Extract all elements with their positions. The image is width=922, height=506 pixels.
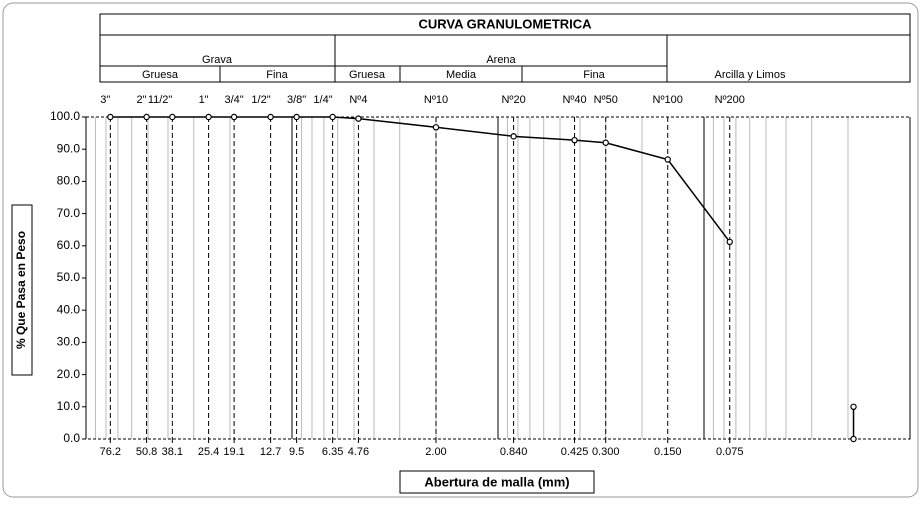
point [107,113,114,121]
sieve-label: 1/4" [313,94,332,106]
point [355,115,362,122]
xlabel-box [399,470,595,494]
x-tick-label: 12.7 [260,446,281,458]
zone-label: Grava [202,54,233,66]
zone-table [99,13,911,83]
point [571,136,578,144]
title: CURVA GRANULOMETRICA [418,16,592,31]
point [293,113,300,121]
y-tick-label: 100.0 [50,109,80,123]
y-tick-label: 30.0 [57,335,81,349]
x-tick-label: 38.1 [162,446,183,458]
sieve-label: Nº100 [653,94,683,106]
y-tick-label: 50.0 [57,270,81,284]
zone-label: Fina [583,69,605,81]
point [664,156,671,163]
x-tick-label: 0.840 [500,446,528,458]
sieve-label: Nº20 [501,94,525,106]
point [850,403,857,410]
y-tick-label: 20.0 [57,367,81,381]
x-tick-label: 19.1 [223,446,244,458]
x-tick-label: 25.4 [198,446,219,458]
table-border [99,13,911,83]
zone-label: Gruesa [142,69,179,81]
sieve-label: 11/2" [148,94,173,106]
x-tick-label: 50.8 [136,446,157,458]
zone-label: Gruesa [349,69,386,81]
point [726,238,733,246]
point [602,139,609,146]
point [432,124,440,131]
sieve-label: Nº50 [594,94,618,106]
zone-label: Arena [486,54,516,66]
point [510,133,517,140]
y-axis-label: % Que Pasa en Peso [14,231,28,349]
sieve-label: Nº200 [715,94,745,106]
x-tick-label: 6.35 [322,446,343,458]
x-tick-label: 4.76 [348,446,369,458]
y-tick-label: 40.0 [57,302,81,316]
zone-label: Media [446,69,477,81]
zone-label: Fina [266,69,288,81]
point [205,113,212,121]
x-tick-label: 0.075 [716,446,744,458]
x-tick-label: 2.00 [425,446,446,458]
point [329,113,336,121]
y-tick-label: 0.0 [63,431,80,445]
point [850,435,857,443]
y-tick-label: 60.0 [57,238,81,252]
y-tick-label: 70.0 [57,206,81,220]
y-tick-label: 80.0 [57,174,81,188]
sieve-label: Nº10 [424,94,448,106]
frame [2,2,919,498]
y-tick-label: 90.0 [57,141,81,155]
point [230,113,238,121]
sieve-label: 3" [100,94,110,106]
x-tick-label: 0.300 [592,446,620,458]
x-axis-label: Abertura de malla (mm) [424,474,569,489]
x-tick-label: 9.5 [289,446,304,458]
point [169,113,176,121]
sieve-label: Nº40 [562,94,586,106]
point [267,113,274,121]
x-tick-label: 0.425 [561,446,589,458]
zone-label: Arcilla y Limos [715,69,786,81]
sieve-label: 2" [137,94,147,106]
x-tick-label: 0.150 [654,446,682,458]
sieve-label: 3/8" [287,94,306,106]
sieve-label: 1" [199,94,209,106]
ylabel-box [11,204,33,376]
sieve-label: 3/4" [225,94,244,106]
sieve-label: 1/2" [251,94,270,106]
y-tick-label: 10.0 [57,399,81,413]
point [143,113,150,121]
x-tick-label: 76.2 [100,446,121,458]
sieve-label: Nº4 [349,94,367,106]
